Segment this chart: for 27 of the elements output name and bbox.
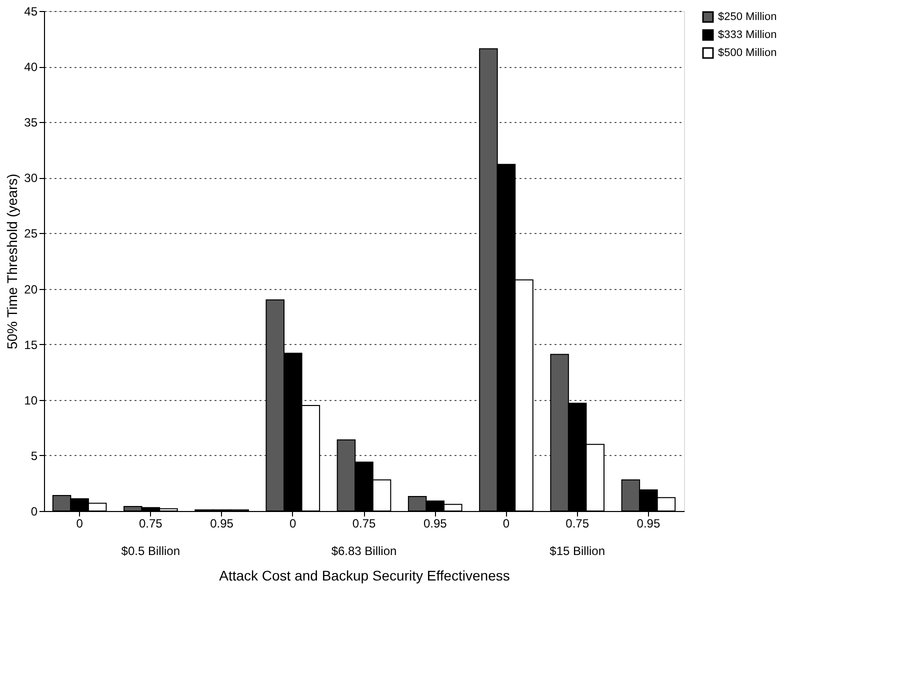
y-tick-label: 10	[24, 393, 38, 408]
text: $6.83 Billion	[331, 544, 397, 558]
x-tick-label: 0.75	[138, 516, 163, 530]
x-tick-label: 0.95	[423, 516, 448, 530]
x-tick-label: 0	[502, 516, 510, 530]
y-axis-title: 50% Time Threshold (years)	[4, 174, 20, 350]
y-tick-label: 35	[24, 116, 38, 130]
y-tick-label: 30	[24, 171, 38, 186]
y-tick-label: 5	[30, 448, 38, 463]
text: $15 Billion	[550, 544, 606, 558]
x-tick-label: 0.75	[566, 516, 590, 530]
y-tick-label: 15	[24, 338, 38, 352]
legend-label: $500 Million	[718, 47, 777, 59]
y-tick-label: 0	[30, 504, 38, 518]
x-tick-label: 0	[76, 516, 84, 530]
x-axis-title: Attack Cost and Backup Security Effectiveness	[219, 568, 510, 584]
legend-label: $250 Million	[718, 11, 777, 23]
x-tick-label: 0.95	[210, 516, 234, 530]
x-tick-label: 0.95	[636, 516, 660, 530]
x-tick-label: 0	[290, 516, 297, 530]
text: $0.5 Billion	[121, 544, 180, 558]
y-tick-label: 25	[24, 226, 38, 241]
y-tick-label: 20	[24, 282, 38, 296]
y-tick-label: 40	[24, 60, 38, 74]
x-tick-label: 0.75	[352, 516, 376, 530]
legend-label: $333 Million	[718, 29, 777, 41]
y-tick-label: 45	[24, 4, 38, 18]
